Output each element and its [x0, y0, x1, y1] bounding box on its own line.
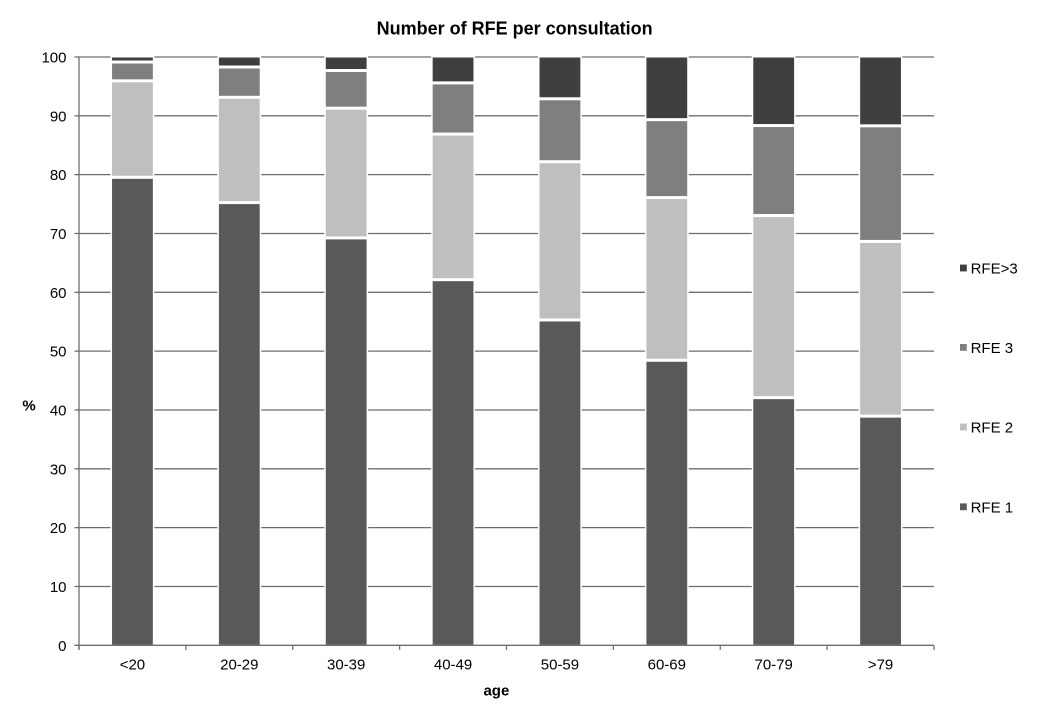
svg-text:10: 10 — [50, 579, 67, 596]
svg-text:40-49: 40-49 — [434, 656, 472, 673]
svg-text:70: 70 — [50, 226, 67, 243]
svg-text:>79: >79 — [868, 656, 893, 673]
svg-text:100: 100 — [41, 50, 66, 67]
svg-text:50-59: 50-59 — [541, 656, 579, 673]
svg-text:50: 50 — [50, 344, 67, 361]
svg-text:0: 0 — [58, 638, 66, 655]
svg-text:age: age — [483, 683, 509, 700]
svg-text:20: 20 — [50, 520, 67, 537]
svg-text:70-79: 70-79 — [755, 656, 793, 673]
svg-text:20-29: 20-29 — [220, 656, 258, 673]
svg-text:%: % — [22, 398, 35, 415]
svg-text:90: 90 — [50, 108, 67, 125]
svg-text:30: 30 — [50, 461, 67, 478]
svg-text:RFE 2: RFE 2 — [971, 420, 1014, 437]
svg-text:RFE>3: RFE>3 — [971, 261, 1018, 278]
svg-text:<20: <20 — [120, 656, 145, 673]
svg-text:30-39: 30-39 — [327, 656, 365, 673]
svg-text:40: 40 — [50, 402, 67, 419]
svg-text:RFE 1: RFE 1 — [971, 499, 1014, 516]
svg-text:Number of RFE per consultation: Number of RFE per consultation — [377, 19, 653, 39]
svg-text:RFE 3: RFE 3 — [971, 340, 1014, 357]
svg-text:60: 60 — [50, 285, 67, 302]
svg-text:80: 80 — [50, 167, 67, 184]
svg-text:60-69: 60-69 — [648, 656, 686, 673]
